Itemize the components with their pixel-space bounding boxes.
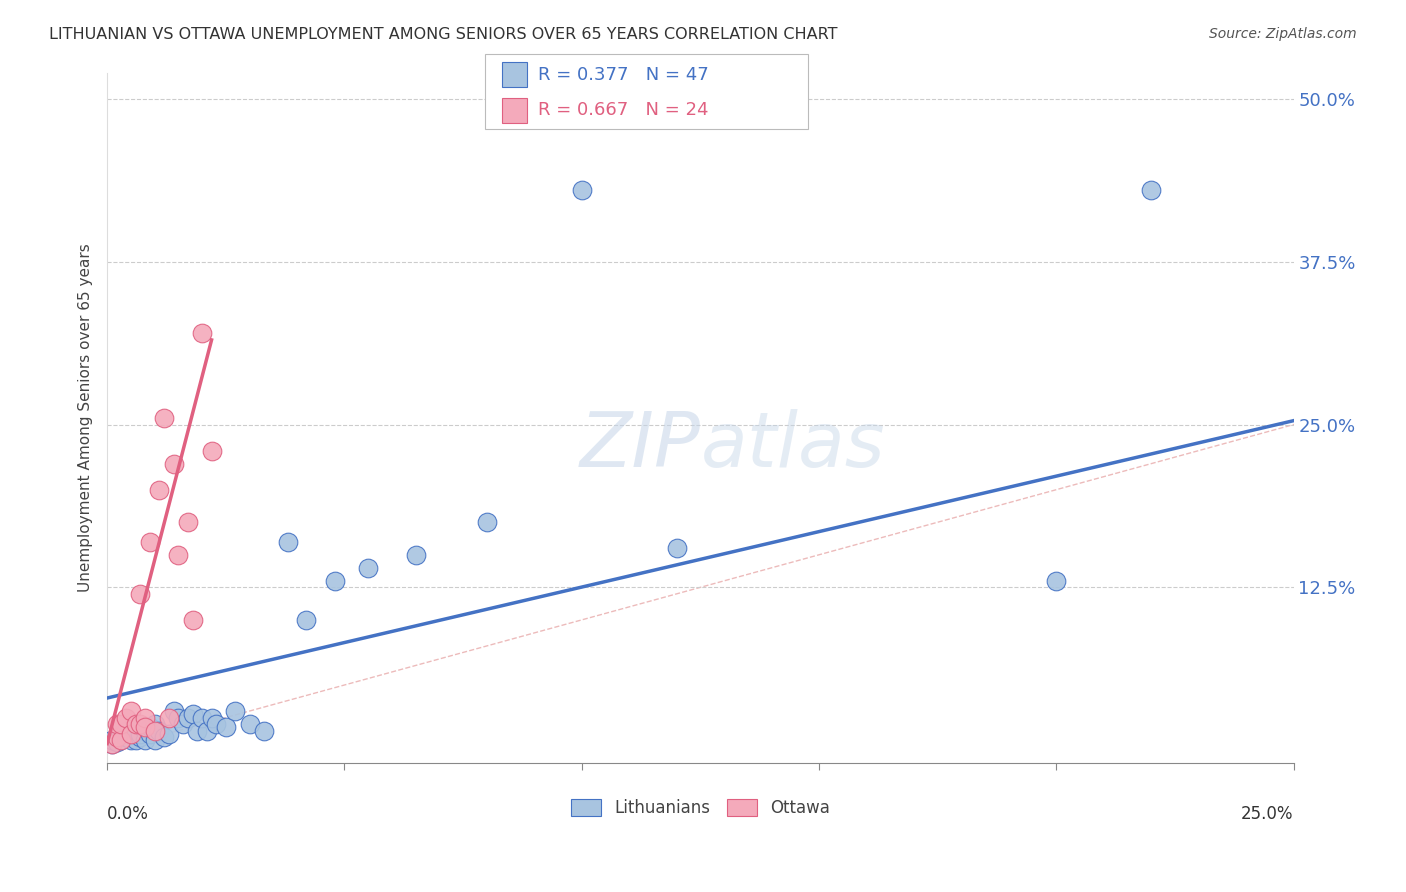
Point (105, 735, 128, 749)
Point (120, 727, 142, 741)
Point (177, 710, 200, 724)
Point (134, 732, 156, 747)
Point (153, 411, 176, 425)
Text: Source: ZipAtlas.com: Source: ZipAtlas.com (1209, 27, 1357, 41)
Point (139, 727, 162, 741)
Point (295, 613, 318, 627)
Point (124, 732, 146, 747)
Text: R = 0.667   N = 24: R = 0.667 N = 24 (538, 102, 709, 120)
Point (191, 326, 214, 341)
Text: LITHUANIAN VS OTTAWA UNEMPLOYMENT AMONG SENIORS OVER 65 YEARS CORRELATION CHART: LITHUANIAN VS OTTAWA UNEMPLOYMENT AMONG … (49, 27, 838, 42)
Point (148, 483, 170, 497)
Point (105, 717, 128, 731)
Point (129, 727, 152, 741)
Point (134, 720, 156, 734)
Point (129, 717, 152, 731)
Point (177, 515, 200, 529)
Point (101, 737, 124, 751)
Point (148, 723, 170, 738)
Point (157, 710, 180, 724)
Text: 25.0%: 25.0% (1241, 805, 1294, 822)
Point (253, 723, 276, 738)
Point (162, 457, 184, 471)
Text: 0.0%: 0.0% (107, 805, 149, 822)
Point (162, 704, 184, 718)
Point (110, 727, 132, 741)
Point (200, 443, 222, 458)
Point (110, 717, 132, 731)
Point (124, 723, 146, 738)
Point (405, 548, 427, 562)
Point (134, 710, 156, 724)
Point (357, 561, 380, 575)
Text: R = 0.377   N = 47: R = 0.377 N = 47 (538, 66, 709, 84)
Point (124, 717, 146, 731)
Point (205, 717, 228, 731)
Point (139, 720, 162, 734)
Point (195, 723, 218, 738)
Point (115, 723, 138, 738)
Point (120, 704, 142, 718)
Point (115, 730, 138, 744)
Point (181, 613, 204, 627)
Point (134, 723, 156, 738)
Point (200, 710, 222, 724)
Point (571, 183, 593, 197)
Point (181, 706, 204, 721)
Point (186, 723, 208, 738)
Point (1045, 574, 1067, 588)
Legend: Lithuanians, Ottawa: Lithuanians, Ottawa (564, 792, 837, 824)
Point (172, 717, 194, 731)
Point (120, 732, 142, 747)
Point (191, 710, 214, 724)
Point (101, 732, 124, 747)
Point (105, 730, 128, 744)
Point (129, 587, 152, 601)
Point (143, 732, 166, 747)
Point (129, 730, 152, 744)
Text: ZIP: ZIP (579, 409, 700, 483)
Point (143, 717, 166, 731)
Point (101, 737, 124, 751)
Point (665, 541, 688, 556)
Point (238, 717, 260, 731)
Point (139, 534, 162, 549)
Point (153, 730, 176, 744)
Point (105, 730, 128, 744)
Text: atlas: atlas (700, 409, 884, 483)
Point (110, 732, 132, 747)
Point (110, 732, 132, 747)
Point (323, 574, 346, 588)
Point (120, 727, 142, 741)
Point (1140, 183, 1163, 197)
Point (115, 710, 138, 724)
Y-axis label: Unemployment Among Seniors over 65 years: Unemployment Among Seniors over 65 years (79, 244, 93, 592)
Point (167, 710, 190, 724)
Point (276, 534, 298, 549)
Point (224, 704, 246, 718)
Point (215, 720, 238, 734)
Point (157, 727, 180, 741)
Point (475, 515, 498, 529)
Point (167, 548, 190, 562)
Point (143, 723, 166, 738)
